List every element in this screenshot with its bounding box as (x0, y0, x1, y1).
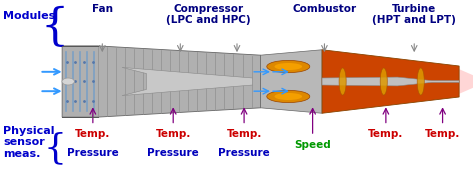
Text: Temp.: Temp. (155, 129, 191, 139)
Text: Pressure: Pressure (67, 147, 118, 158)
Text: Temp.: Temp. (227, 129, 262, 139)
Polygon shape (459, 69, 474, 94)
Ellipse shape (274, 93, 302, 100)
Polygon shape (261, 50, 322, 113)
Text: Combustor: Combustor (292, 4, 356, 14)
Text: Pressure: Pressure (218, 147, 270, 158)
Ellipse shape (339, 68, 346, 95)
Polygon shape (322, 50, 459, 113)
Text: Modules: Modules (3, 11, 55, 21)
Text: {: { (44, 131, 66, 165)
Text: Temp.: Temp. (75, 129, 110, 139)
Polygon shape (62, 46, 261, 117)
Polygon shape (322, 77, 459, 86)
Ellipse shape (62, 78, 74, 85)
Ellipse shape (267, 60, 310, 73)
Polygon shape (122, 67, 253, 96)
Ellipse shape (380, 68, 387, 95)
Text: Compressor
(LPC and HPC): Compressor (LPC and HPC) (166, 4, 251, 25)
Text: {: { (41, 6, 69, 49)
Text: Fan: Fan (92, 4, 113, 14)
Text: Speed: Speed (294, 140, 331, 150)
Ellipse shape (417, 68, 424, 95)
Ellipse shape (274, 63, 302, 70)
Ellipse shape (267, 90, 310, 103)
Text: Temp.: Temp. (425, 129, 460, 139)
Text: Physical
sensor
meas.: Physical sensor meas. (3, 125, 55, 159)
Text: Pressure: Pressure (147, 147, 199, 158)
Text: Turbine
(HPT and LPT): Turbine (HPT and LPT) (372, 4, 456, 25)
Text: Temp.: Temp. (368, 129, 403, 139)
